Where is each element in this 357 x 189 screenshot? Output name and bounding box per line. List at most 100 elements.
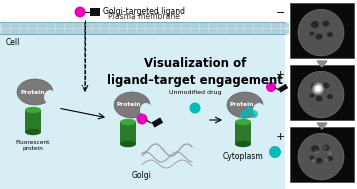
Ellipse shape xyxy=(250,110,258,118)
Text: Protein: Protein xyxy=(230,102,254,108)
Bar xyxy=(254,23,262,28)
Bar xyxy=(245,23,253,28)
Bar xyxy=(119,29,127,34)
Bar xyxy=(101,29,109,34)
Bar xyxy=(182,23,190,28)
Bar xyxy=(164,29,172,34)
Ellipse shape xyxy=(322,21,330,27)
Bar xyxy=(235,122,251,144)
Bar xyxy=(218,23,226,28)
Ellipse shape xyxy=(311,21,319,28)
Bar xyxy=(47,29,55,34)
Ellipse shape xyxy=(316,34,322,40)
Ellipse shape xyxy=(327,94,333,99)
Bar xyxy=(164,23,172,28)
Bar xyxy=(200,23,208,28)
Ellipse shape xyxy=(314,85,322,93)
Bar xyxy=(11,29,19,34)
Bar xyxy=(272,29,280,34)
Ellipse shape xyxy=(235,119,251,125)
Ellipse shape xyxy=(114,92,150,118)
Text: Visualization of
ligand–target engagement: Visualization of ligand–target engagemen… xyxy=(107,57,283,87)
Ellipse shape xyxy=(323,146,327,150)
Ellipse shape xyxy=(266,82,276,92)
Ellipse shape xyxy=(327,32,333,37)
Ellipse shape xyxy=(316,158,322,164)
Bar xyxy=(209,23,217,28)
Text: Protein: Protein xyxy=(21,90,45,94)
Bar xyxy=(110,29,118,34)
Ellipse shape xyxy=(327,156,333,161)
Ellipse shape xyxy=(44,90,56,104)
Ellipse shape xyxy=(227,92,263,118)
Bar xyxy=(173,23,181,28)
Text: Golgi-targeted ligand: Golgi-targeted ligand xyxy=(103,8,185,16)
Text: +: + xyxy=(276,70,285,80)
Bar xyxy=(2,23,10,28)
Ellipse shape xyxy=(75,6,85,18)
Polygon shape xyxy=(317,61,327,67)
Bar xyxy=(120,122,136,144)
Bar xyxy=(20,23,28,28)
Bar xyxy=(11,23,19,28)
Ellipse shape xyxy=(253,103,265,117)
Bar xyxy=(65,29,73,34)
Bar xyxy=(25,110,41,132)
Ellipse shape xyxy=(311,145,319,152)
Bar xyxy=(20,29,28,34)
Bar xyxy=(74,23,82,28)
Bar xyxy=(254,29,262,34)
Bar xyxy=(191,29,199,34)
Text: Unmodified drug: Unmodified drug xyxy=(169,90,221,95)
Bar xyxy=(227,23,235,28)
Ellipse shape xyxy=(190,102,201,114)
Bar xyxy=(101,23,109,28)
Text: −: − xyxy=(276,8,285,18)
Bar xyxy=(155,23,163,28)
Ellipse shape xyxy=(310,156,315,160)
Bar xyxy=(2,29,10,34)
Ellipse shape xyxy=(322,145,330,151)
Bar xyxy=(92,23,100,28)
Bar xyxy=(65,23,73,28)
Bar xyxy=(110,23,118,28)
Ellipse shape xyxy=(316,86,321,91)
Ellipse shape xyxy=(325,158,329,162)
Bar xyxy=(90,8,100,16)
Bar xyxy=(278,84,288,93)
Text: Golgi: Golgi xyxy=(132,170,152,180)
Bar xyxy=(47,23,55,28)
Bar xyxy=(56,23,64,28)
Bar xyxy=(200,29,208,34)
Bar xyxy=(128,29,136,34)
Ellipse shape xyxy=(17,79,53,105)
Bar xyxy=(83,23,91,28)
Bar xyxy=(209,29,217,34)
Bar xyxy=(263,29,271,34)
Bar xyxy=(290,3,354,58)
Polygon shape xyxy=(317,123,327,129)
Bar xyxy=(245,29,253,34)
Ellipse shape xyxy=(310,32,315,36)
Bar xyxy=(137,29,145,34)
Bar xyxy=(236,23,244,28)
Ellipse shape xyxy=(120,141,136,147)
Bar xyxy=(191,23,199,28)
Ellipse shape xyxy=(269,146,281,158)
Bar xyxy=(218,29,226,34)
Bar xyxy=(92,29,100,34)
Bar xyxy=(128,23,136,28)
Bar xyxy=(182,29,190,34)
Bar xyxy=(290,65,354,120)
Ellipse shape xyxy=(322,83,330,89)
Ellipse shape xyxy=(245,106,253,114)
Text: Plasma membrane: Plasma membrane xyxy=(108,12,180,21)
Bar xyxy=(146,23,154,28)
Bar xyxy=(173,29,181,34)
Ellipse shape xyxy=(25,107,41,113)
Bar xyxy=(38,29,46,34)
Bar xyxy=(151,117,163,128)
Ellipse shape xyxy=(312,159,316,163)
Bar xyxy=(263,23,271,28)
Ellipse shape xyxy=(140,103,152,117)
